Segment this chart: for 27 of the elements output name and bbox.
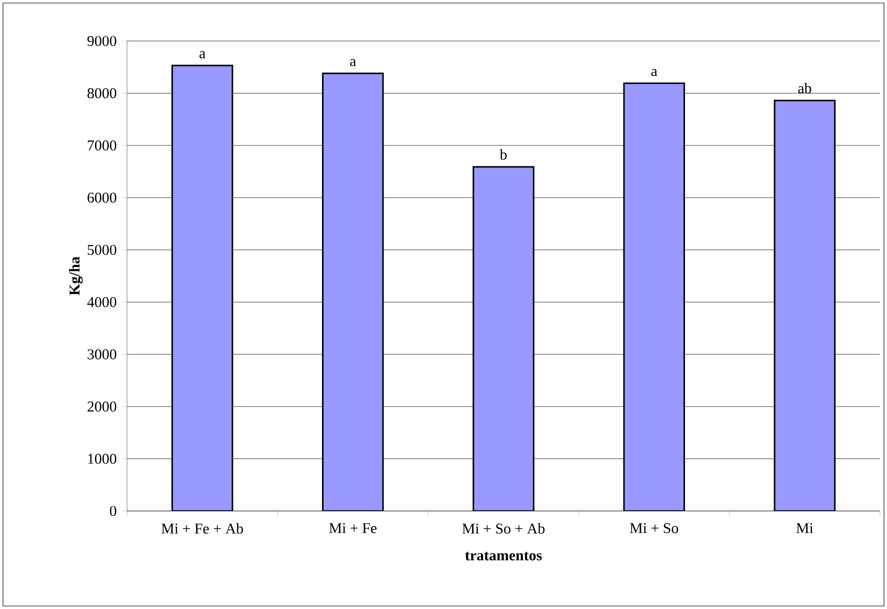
bar bbox=[774, 100, 836, 511]
y-tick-label: 4000 bbox=[87, 297, 116, 308]
annotation: a bbox=[200, 51, 206, 58]
y-axis-title: Kg/ha bbox=[69, 256, 83, 296]
y-tick-label: 0 bbox=[110, 506, 116, 516]
bar bbox=[472, 166, 534, 511]
bar bbox=[171, 64, 234, 511]
bar bbox=[623, 82, 685, 511]
y-tick-label: 6000 bbox=[88, 192, 116, 203]
annotation: ab bbox=[798, 82, 812, 94]
annotation: b bbox=[500, 149, 507, 160]
bar bbox=[322, 72, 384, 511]
annotation: a bbox=[651, 68, 658, 76]
y-tick-label: 1000 bbox=[88, 454, 116, 464]
y-tick-label: 3000 bbox=[88, 349, 116, 360]
y-tick-label: 9000 bbox=[87, 36, 116, 46]
y-tick-label: 8000 bbox=[88, 88, 116, 98]
x-tick-label: Mi + So bbox=[630, 523, 678, 534]
x-tick-label: Mi + Fe + Ab bbox=[162, 523, 243, 534]
y-tick-label: 5000 bbox=[88, 244, 116, 255]
y-tick-label: 2000 bbox=[88, 402, 116, 412]
x-axis-title: tratamentos bbox=[465, 552, 542, 560]
x-tick-label: Mi bbox=[796, 523, 814, 534]
x-tick-label: Mi + So + Ab bbox=[462, 523, 545, 534]
y-tick-label: 7000 bbox=[88, 140, 116, 150]
annotation: a bbox=[350, 59, 356, 66]
x-tick-label: Mi + Fe bbox=[329, 523, 377, 534]
